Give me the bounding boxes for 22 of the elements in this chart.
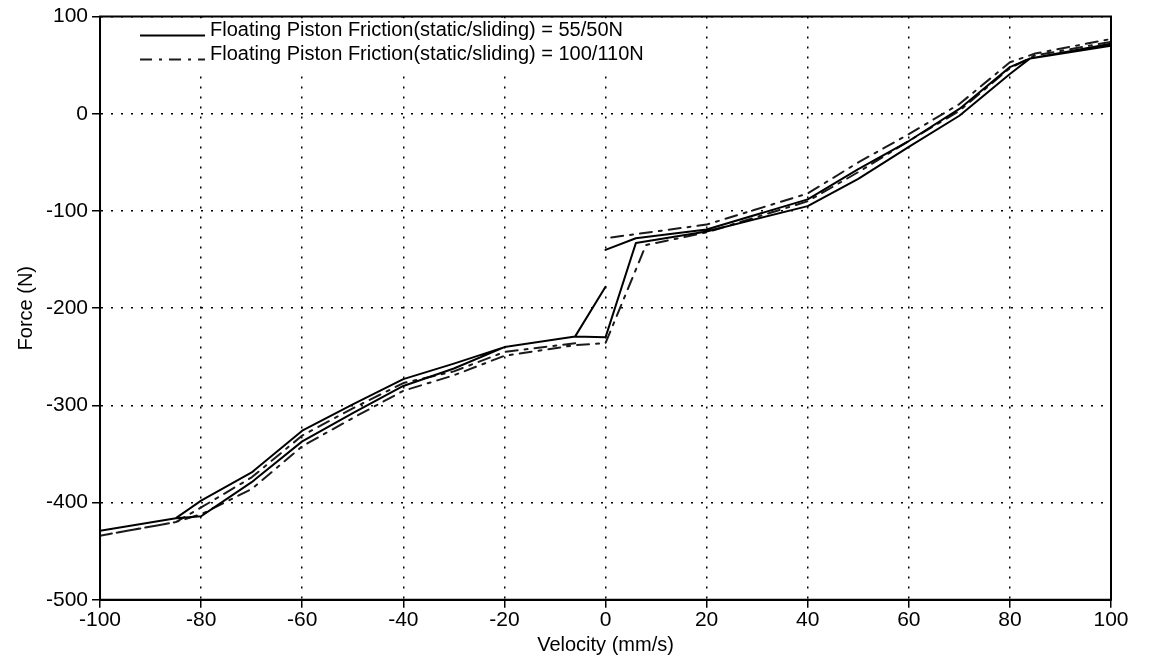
y-tick-label: -300 — [46, 392, 89, 416]
legend-label: Floating Piston Friction(static/sliding) = 100/110N — [210, 42, 644, 65]
y-tick-label: -400 — [46, 489, 89, 513]
y-tick-label: 100 — [52, 3, 89, 27]
x-tick-label: 20 — [694, 607, 719, 631]
x-tick-label: -60 — [287, 607, 318, 631]
y-tick-label: -100 — [46, 197, 89, 221]
x-tick-label: 100 — [1093, 607, 1129, 631]
y-axis-title: Force (N) — [13, 265, 36, 351]
y-tick-label: -200 — [46, 295, 89, 318]
x-tick-label: -20 — [489, 607, 520, 631]
x-tick-label: -100 — [79, 607, 122, 631]
x-tick-label: -40 — [388, 607, 419, 631]
x-tick-label: 80 — [998, 607, 1022, 631]
x-axis-title: Velocity (mm/s) — [537, 632, 674, 655]
x-tick-label: 60 — [897, 607, 921, 631]
x-tick-label: 0 — [599, 607, 612, 631]
x-tick-label: 40 — [796, 607, 820, 631]
legend-label: Floating Piston Friction(static/sliding) = 55/50N — [210, 18, 623, 41]
x-tick-label: -80 — [185, 607, 217, 631]
y-tick-label: -500 — [46, 586, 89, 610]
y-tick-label: 0 — [76, 100, 89, 124]
